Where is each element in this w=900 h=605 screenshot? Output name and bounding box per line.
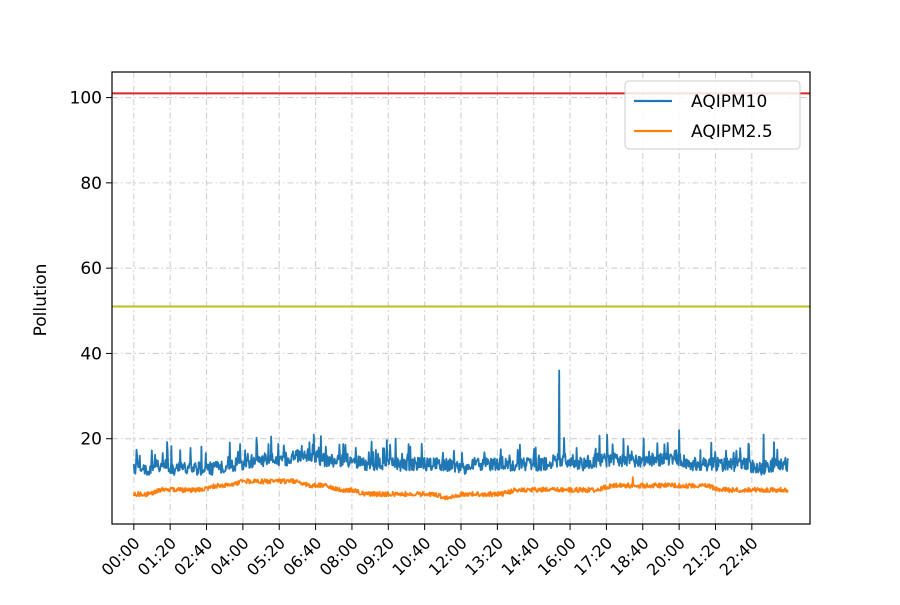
y-axis-label: Pollution [31, 264, 51, 337]
x-tick-label: 10:40 [388, 533, 434, 579]
x-tick-label: 09:20 [352, 533, 398, 579]
y-tick-label: 100 [70, 89, 102, 109]
x-tick-label: 04:00 [207, 533, 253, 579]
legend-label: AQIPM10 [691, 92, 767, 112]
x-tick-label: 12:00 [425, 533, 471, 579]
x-tick-label: 01:20 [134, 533, 180, 579]
y-tick-label: 80 [80, 174, 102, 194]
legend-label: AQIPM2.5 [691, 122, 773, 142]
x-tick-label: 13:20 [461, 533, 507, 579]
x-tick-label: 02:40 [170, 533, 216, 579]
y-tick-label: 40 [80, 344, 102, 364]
x-tick-label: 21:20 [679, 533, 725, 579]
series-lines [132, 369, 790, 501]
grid [112, 72, 810, 524]
y-axis: 20 40 60 80 100 [70, 89, 112, 450]
x-tick-label: 17:20 [570, 533, 616, 579]
x-tick-label: 22:40 [716, 533, 762, 579]
x-tick-label: 00:00 [98, 533, 144, 579]
y-tick-label: 60 [80, 259, 102, 279]
series-line-aqipm2-5 [132, 476, 789, 501]
x-tick-label: 16:00 [534, 533, 580, 579]
x-tick-label: 20:00 [643, 533, 689, 579]
y-tick-label: 20 [80, 430, 102, 450]
legend[interactable]: AQIPM10 AQIPM2.5 [624, 80, 801, 150]
x-axis: 00:0001:2002:4004:0005:2006:4008:0009:20… [98, 524, 762, 579]
x-tick-label: 14:40 [497, 533, 543, 579]
x-tick-label: 05:20 [243, 533, 289, 579]
x-tick-label: 18:40 [607, 533, 653, 579]
x-tick-label: 06:40 [279, 533, 325, 579]
series-line-aqipm10 [132, 369, 790, 476]
x-tick-label: 08:00 [316, 533, 362, 579]
